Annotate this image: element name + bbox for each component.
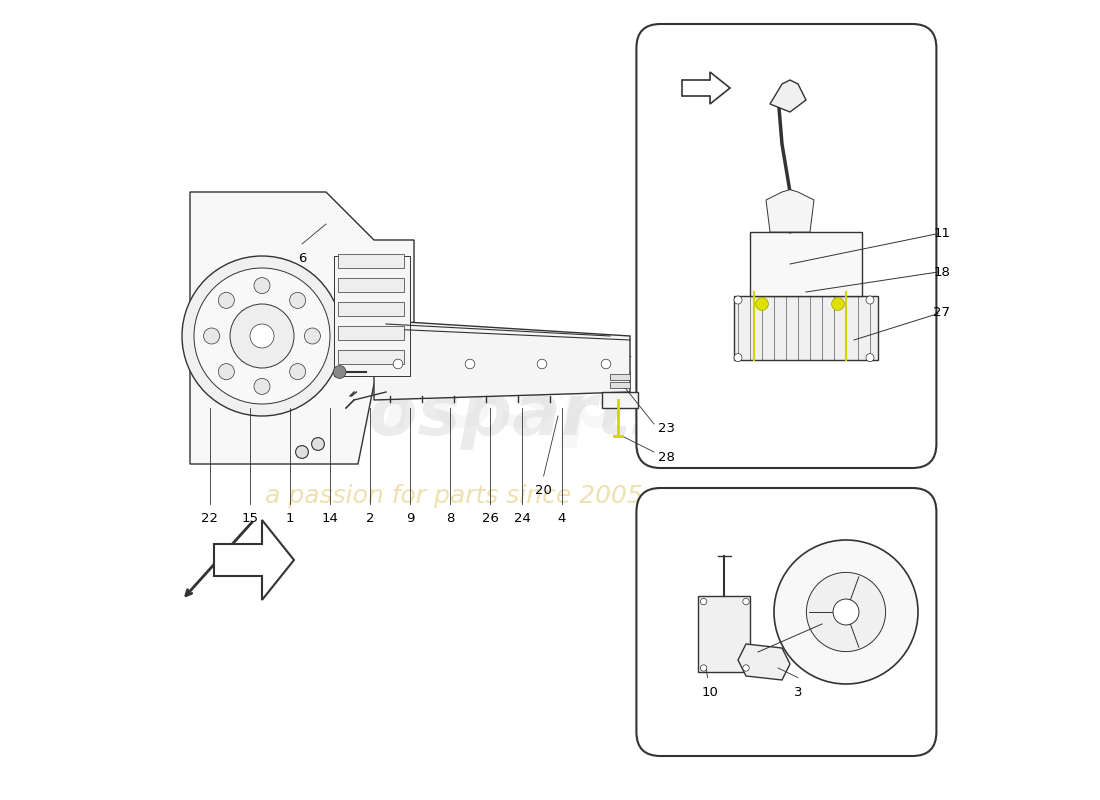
Circle shape bbox=[734, 354, 742, 362]
Circle shape bbox=[734, 296, 742, 304]
Circle shape bbox=[465, 359, 475, 369]
Text: 1: 1 bbox=[286, 512, 295, 525]
Text: 28: 28 bbox=[658, 451, 675, 464]
Circle shape bbox=[602, 359, 610, 369]
Polygon shape bbox=[214, 520, 294, 600]
Polygon shape bbox=[766, 190, 814, 232]
Text: 18: 18 bbox=[934, 266, 950, 278]
Circle shape bbox=[866, 354, 874, 362]
Circle shape bbox=[393, 359, 403, 369]
Text: 26: 26 bbox=[482, 512, 498, 525]
Circle shape bbox=[701, 665, 707, 671]
Text: 20: 20 bbox=[536, 484, 552, 497]
Circle shape bbox=[333, 366, 346, 378]
Text: 11: 11 bbox=[934, 227, 950, 240]
Bar bbox=[338, 278, 404, 292]
Circle shape bbox=[219, 364, 234, 380]
Bar bbox=[338, 254, 404, 268]
Circle shape bbox=[833, 599, 859, 625]
Circle shape bbox=[204, 328, 220, 344]
Circle shape bbox=[832, 298, 845, 310]
Bar bbox=[338, 350, 404, 364]
Circle shape bbox=[866, 296, 874, 304]
Circle shape bbox=[756, 298, 769, 310]
Circle shape bbox=[289, 364, 306, 380]
Bar bbox=[610, 374, 630, 380]
Text: 24: 24 bbox=[514, 512, 530, 525]
Circle shape bbox=[230, 304, 294, 368]
Polygon shape bbox=[374, 320, 630, 400]
Text: 9: 9 bbox=[406, 512, 415, 525]
Text: 2: 2 bbox=[365, 512, 374, 525]
FancyBboxPatch shape bbox=[637, 488, 936, 756]
Circle shape bbox=[742, 598, 749, 605]
Circle shape bbox=[182, 256, 342, 416]
Circle shape bbox=[774, 540, 918, 684]
Text: 15: 15 bbox=[242, 512, 258, 525]
Circle shape bbox=[289, 292, 306, 308]
Bar bbox=[734, 296, 878, 360]
Text: 23: 23 bbox=[658, 422, 675, 434]
Circle shape bbox=[305, 328, 320, 344]
Text: 27: 27 bbox=[934, 306, 950, 318]
Bar bbox=[338, 326, 404, 340]
Circle shape bbox=[219, 292, 234, 308]
Bar bbox=[750, 232, 862, 296]
Bar bbox=[334, 256, 410, 376]
Text: 3: 3 bbox=[794, 686, 802, 698]
Text: 22: 22 bbox=[201, 512, 219, 525]
Polygon shape bbox=[738, 644, 790, 680]
Circle shape bbox=[254, 378, 270, 394]
Circle shape bbox=[701, 598, 707, 605]
Text: 14: 14 bbox=[321, 512, 339, 525]
Text: 6: 6 bbox=[298, 252, 306, 265]
Circle shape bbox=[806, 573, 886, 651]
Circle shape bbox=[250, 324, 274, 348]
Circle shape bbox=[311, 438, 324, 450]
Bar bbox=[338, 302, 404, 316]
Text: eurosparts: eurosparts bbox=[244, 351, 856, 449]
Polygon shape bbox=[602, 392, 638, 408]
Polygon shape bbox=[682, 72, 730, 104]
Polygon shape bbox=[770, 80, 806, 112]
Circle shape bbox=[296, 446, 308, 458]
Text: 4: 4 bbox=[558, 512, 566, 525]
Circle shape bbox=[537, 359, 547, 369]
Text: 10: 10 bbox=[702, 686, 718, 698]
Text: a passion for parts since 2005: a passion for parts since 2005 bbox=[265, 484, 642, 508]
Circle shape bbox=[254, 278, 270, 294]
Text: eurosparts: eurosparts bbox=[233, 382, 675, 450]
Circle shape bbox=[194, 268, 330, 404]
Bar bbox=[698, 596, 750, 672]
FancyBboxPatch shape bbox=[637, 24, 936, 468]
Circle shape bbox=[742, 665, 749, 671]
Text: 8: 8 bbox=[446, 512, 454, 525]
Bar bbox=[610, 382, 630, 388]
Polygon shape bbox=[190, 192, 414, 464]
